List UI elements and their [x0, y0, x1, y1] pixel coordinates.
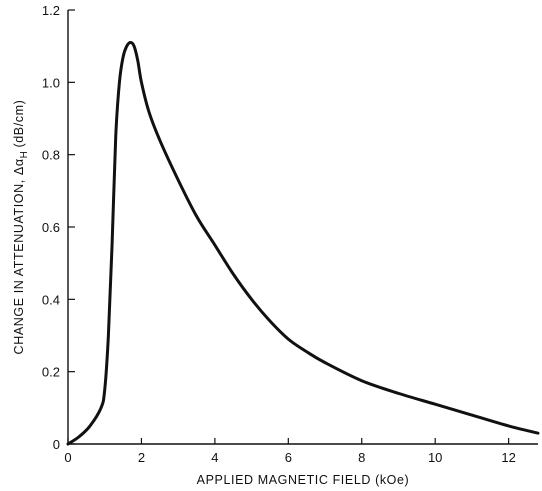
- x-tick-label: 4: [211, 450, 218, 465]
- series-group: [66, 41, 540, 446]
- y-tick-label: 0.8: [42, 148, 60, 163]
- y-tick-label: 0.2: [42, 365, 60, 380]
- x-tick-label: 10: [428, 450, 442, 465]
- y-tick-label: 0: [53, 437, 60, 452]
- x-tick-label: 8: [358, 450, 365, 465]
- chart-axes: [67, 10, 538, 445]
- y-axis-label: CHANGE IN ATTENUATION, ΔαH (dB/cm): [12, 100, 30, 355]
- y-tick-label: 0.4: [42, 292, 60, 307]
- x-tick-label: 12: [501, 450, 515, 465]
- y-axis-label-subscript: H: [19, 151, 30, 159]
- x-tick-label: 0: [64, 450, 71, 465]
- y-tick-label: 1.2: [42, 3, 60, 18]
- y-tick-label: 0.6: [42, 220, 60, 235]
- y-ticks: 0 0.2 0.4 0.6 0.8 1.0 1.2: [42, 3, 75, 452]
- x-ticks: 0 2 4 6 8 10 12: [64, 438, 516, 465]
- series-line: [66, 41, 540, 446]
- x-axis-label: APPLIED MAGNETIC FIELD (kOe): [197, 473, 410, 487]
- y-axis-label-main: CHANGE IN ATTENUATION, Δα: [12, 158, 26, 354]
- x-tick-label: 6: [285, 450, 292, 465]
- x-tick-label: 2: [138, 450, 145, 465]
- y-tick-label: 1.0: [42, 75, 60, 90]
- y-axis-label-unit: (dB/cm): [12, 100, 26, 148]
